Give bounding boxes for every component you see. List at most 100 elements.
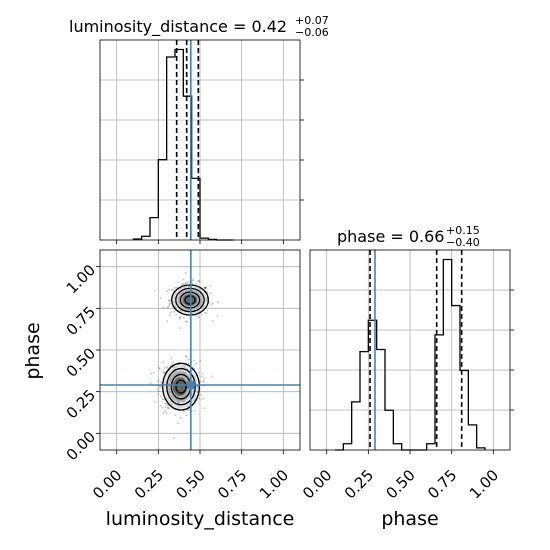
sample-point [194, 409, 196, 412]
sample-point [171, 288, 174, 291]
sample-point [196, 315, 199, 318]
sample-point [168, 304, 171, 307]
sample-point [152, 371, 155, 374]
sample-point [206, 309, 209, 312]
sample-point [166, 366, 169, 369]
sample-point [198, 316, 201, 319]
sample-point [164, 406, 167, 409]
sample-point [185, 355, 188, 358]
sample-point [173, 310, 176, 313]
title-luminosity-distance: luminosity_distance = 0.42 [69, 17, 287, 37]
sample-point [157, 380, 160, 383]
sample-point [162, 306, 165, 309]
sample-point [185, 282, 188, 285]
x-axis-label-luminosity-distance: luminosity_distance [106, 508, 295, 530]
sample-point [201, 372, 204, 375]
sample-point [162, 412, 165, 415]
sample-point [167, 306, 169, 308]
sample-point [158, 368, 161, 370]
sample-point [185, 320, 188, 323]
title-luminosity-distance-sup: +0.07 [295, 14, 329, 27]
sample-point [211, 320, 214, 323]
sample-point [169, 364, 172, 367]
title-phase: phase = 0.66 [337, 227, 444, 246]
sample-point [166, 307, 169, 310]
sample-point [203, 311, 206, 314]
sample-point [170, 289, 173, 292]
x-tick-label: 1.00 [256, 466, 292, 502]
sample-point [199, 381, 202, 383]
sample-point [165, 412, 168, 414]
sample-point [178, 316, 181, 319]
x-tick-label: 0.50 [382, 466, 418, 502]
x-tick-label: 0.75 [424, 466, 460, 502]
x-tick-label: 0.75 [214, 466, 250, 502]
sample-point [178, 318, 181, 320]
sample-point [204, 286, 207, 289]
x-tick-label: 0.00 [299, 466, 335, 502]
sample-point [168, 303, 171, 306]
sample-point [187, 409, 190, 412]
x-tick-label: 0.25 [131, 466, 167, 502]
sample-point [163, 398, 165, 401]
y-tick-label: 1.00 [63, 261, 99, 297]
sample-point [154, 289, 156, 292]
sample-point [200, 393, 203, 396]
sample-point [197, 371, 200, 374]
axes-frame [99, 39, 301, 241]
sample-point [182, 410, 185, 413]
histogram-luminosity-distance [99, 39, 304, 244]
sample-point [185, 320, 187, 323]
sample-point [175, 286, 178, 289]
x-tick-label: 0.50 [172, 466, 208, 502]
sample-point [173, 437, 176, 440]
contour-line [184, 295, 196, 305]
sample-point [188, 280, 191, 283]
sample-point [164, 402, 167, 405]
x-axis-label-phase: phase [381, 508, 438, 530]
y-tick-label: 0.00 [63, 428, 99, 464]
histogram-phase: 0.00 0.25 0.50 0.75 1.00 [299, 249, 514, 502]
sample-point [182, 278, 185, 281]
sample-point [160, 381, 163, 384]
sample-point [159, 386, 162, 389]
title-phase-sup: +0.15 [446, 224, 480, 237]
sample-point [168, 288, 171, 291]
contour-line [162, 362, 200, 411]
sample-point [195, 283, 198, 285]
sample-point [186, 281, 189, 284]
sample-point [168, 302, 171, 305]
sample-point [202, 397, 204, 400]
x-tick-label: 1.00 [466, 466, 502, 502]
sample-point [163, 371, 166, 374]
sample-point [159, 404, 162, 407]
x-tick-label: 0.00 [89, 466, 125, 502]
contour-line [175, 287, 205, 313]
sample-point [174, 414, 177, 417]
y-tick-label: 0.50 [63, 344, 99, 380]
sample-point [170, 363, 173, 366]
sample-point [187, 358, 190, 361]
sample-point [184, 281, 187, 284]
sample-point [191, 279, 194, 282]
y-tick-label: 0.25 [63, 386, 99, 422]
sample-point [187, 362, 190, 365]
sample-point [169, 314, 171, 317]
sample-point [197, 280, 200, 282]
sample-point [157, 393, 160, 396]
sample-point [179, 316, 182, 319]
sample-point [182, 283, 185, 286]
sample-point [203, 286, 206, 289]
contour-line [166, 367, 196, 406]
sample-point [185, 414, 188, 417]
sample-point [198, 281, 201, 283]
x-tick-label: 0.25 [341, 466, 377, 502]
sample-point [166, 406, 169, 409]
histogram-luminosity-distance [132, 48, 234, 241]
sample-point [191, 282, 194, 285]
sample-point [169, 299, 171, 302]
sample-point [203, 377, 206, 379]
sample-point [159, 380, 162, 383]
sample-point [206, 292, 209, 294]
